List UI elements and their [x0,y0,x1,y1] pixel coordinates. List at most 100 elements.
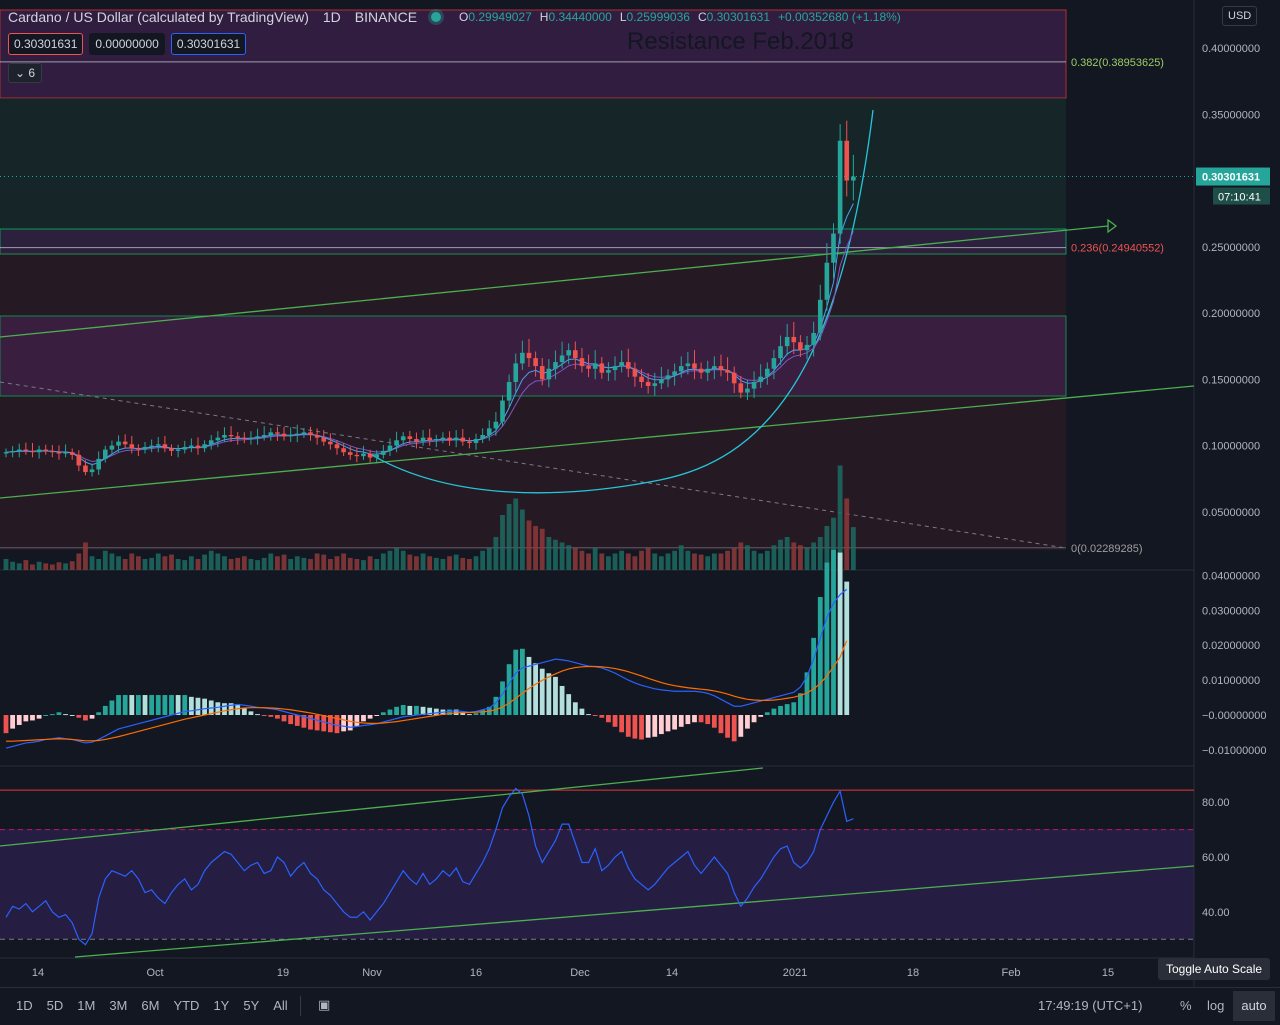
volume-bar [784,537,790,570]
candle-body [738,383,744,393]
volume-bar [63,563,68,570]
price-tick: 0.40000000 [1202,43,1260,55]
macd-hist-bar [136,695,141,715]
indicator-collapse-button[interactable]: ⌄ 6 [8,63,43,83]
candle-body [122,441,128,445]
macd-hist-bar [255,714,260,716]
price-tick: 0.10000000 [1202,441,1260,453]
macd-hist-bar [539,668,545,715]
candle-body [387,445,393,451]
price-tick: 0.05000000 [1202,507,1260,519]
volume-bar [553,539,558,570]
currency-button[interactable]: USD [1222,6,1258,26]
macd-hist-bar [215,702,221,715]
volume-bar [281,554,287,570]
macd-hist-bar [16,715,22,725]
candle-body [407,436,413,439]
macd-hist-bar [619,715,625,733]
volume-bar [467,559,472,570]
price-tick: 0.20000000 [1202,308,1260,320]
volume-bar [453,554,459,570]
volume-bar [837,465,843,570]
range-3m[interactable]: 3M [109,998,128,1013]
fib-label-0: 0.382(0.38953625) [1071,57,1164,69]
macd-hist-bar [162,695,168,715]
range-ytd[interactable]: YTD [173,998,200,1013]
volume-bar [718,553,724,570]
time-tick: 19 [277,967,289,979]
macd-hist-bar [639,715,644,740]
candle-body [367,453,373,458]
candle-body [354,454,360,457]
background-zones [0,9,1194,939]
volume-bar [122,559,128,570]
macd-hist-bar [202,698,207,715]
macd-hist-bar [665,715,671,732]
channel-upper-line [0,225,1109,338]
candle-body [831,233,836,263]
descending-trendline [0,381,1067,549]
ohlc-open: O0.29949027 [459,10,532,24]
ohlc-close: C0.30301631 [697,10,771,24]
candle-body [103,449,108,459]
clock[interactable]: 17:49:19 (UTC+1) [1038,998,1143,1013]
volume-bar [23,560,29,570]
candle-body [261,434,267,437]
macd-hist-bar [248,711,254,715]
support-zone-upper [0,228,1067,255]
macd-hist-bar [347,715,353,731]
candle-body [718,366,724,371]
volume-bar [136,556,141,570]
macd-hist-bar [314,715,320,731]
candle-body [467,441,472,443]
macd-hist-bar [678,715,684,727]
range-5d[interactable]: 5D [46,998,64,1013]
exchange-label: BINANCE [354,9,418,25]
range-1d[interactable]: 1D [16,998,33,1013]
macd-hist-bar [374,715,380,716]
calendar-icon[interactable]: ▣ [318,997,331,1012]
macd-hist-bar [116,695,121,715]
candle-body [434,438,439,441]
candle-body [758,376,763,382]
macd-hist-bar [387,709,393,715]
macd-hist-bar [771,708,777,715]
range-1m[interactable]: 1M [77,998,96,1013]
volume-bar [698,554,704,570]
volume-bar [606,556,611,570]
symbol-title[interactable]: Cardano / US Dollar (calculated by Tradi… [8,9,309,25]
macd-hist-bar [301,715,307,728]
range-all[interactable]: All [273,998,288,1013]
range-6m[interactable]: 6M [141,998,160,1013]
macd-hist-bar [725,715,730,738]
log-toggle[interactable]: log [1207,998,1225,1013]
candle-body [420,437,426,442]
rsi-line [5,787,854,946]
macd-hist-bar [778,705,783,715]
macd-tick: 0.03000000 [1202,605,1260,617]
volume-bar [380,553,386,570]
candle-body [619,362,624,367]
macd-tick: 0.01000000 [1202,675,1260,687]
indicator-values: 0.30301631 0.00000000 0.30301631 [8,33,247,55]
macd-hist-bar [341,715,347,732]
macd-hist-bar [460,712,466,715]
volume-bar [566,545,572,570]
percent-toggle[interactable]: % [1180,998,1192,1013]
volume-bar [791,542,797,570]
macd-hist-bar [731,715,737,742]
macd-hist-bar [553,676,558,715]
volume-bar [275,556,280,570]
volume-bar [771,545,777,570]
candle-body [645,381,651,386]
range-1y[interactable]: 1Y [213,998,230,1013]
candle-body [301,432,307,434]
interval-label[interactable]: 1D [322,9,341,25]
macd-hist-bar [10,715,16,729]
macd-hist-bar [102,705,108,715]
volume-bar [387,550,393,570]
range-5y[interactable]: 5Y [243,998,260,1013]
auto-toggle[interactable]: auto [1233,991,1275,1021]
candle-body [427,437,432,441]
